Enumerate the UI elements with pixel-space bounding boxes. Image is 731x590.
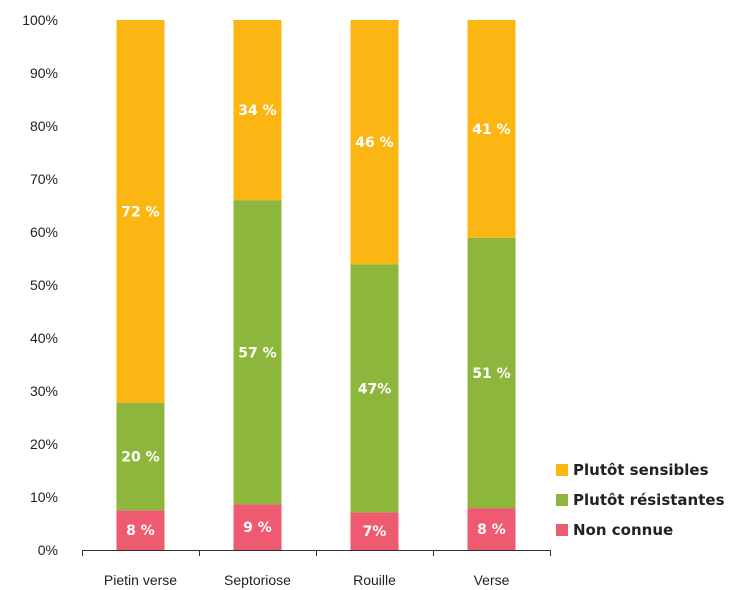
data-labels: 8 % 20 % 72 % 9 % 57 % 34 % 7% 47% 46 % 8 % 51 % 41…	[121, 103, 510, 540]
y-tick-label: 40%	[30, 330, 58, 346]
data-label: 9 %	[243, 520, 272, 536]
bar-segment	[233, 20, 282, 201]
bar-segment	[116, 20, 165, 403]
x-category-label: Pietin verse	[104, 572, 177, 588]
x-category-label: Septoriose	[224, 572, 291, 588]
y-tick-label: 20%	[30, 436, 58, 452]
data-label: 41 %	[472, 122, 510, 138]
data-label: 34 %	[238, 103, 276, 119]
y-tick-label: 60%	[30, 224, 58, 240]
y-tick-label: 50%	[30, 277, 58, 293]
legend-label: Plutôt sensibles	[573, 461, 709, 479]
data-label: 7%	[363, 524, 387, 540]
bar-segment	[116, 402, 165, 511]
legend-swatch	[556, 524, 568, 536]
y-tick-label: 90%	[30, 65, 58, 81]
data-label: 46 %	[355, 135, 393, 151]
y-tick-label: 80%	[30, 118, 58, 134]
bar-segment	[350, 20, 399, 265]
bar-segment	[116, 510, 165, 550]
data-label: 72 %	[121, 204, 159, 220]
data-label: 8 %	[477, 522, 506, 538]
y-tick-label: 100%	[22, 12, 58, 28]
x-category-label: Verse	[474, 572, 510, 588]
x-category-label: Rouille	[353, 572, 396, 588]
bar-segment	[467, 508, 516, 550]
data-label: 57 %	[238, 345, 276, 361]
legend-swatch	[556, 494, 568, 506]
y-tick-label: 10%	[30, 489, 58, 505]
bar-segment	[233, 504, 282, 550]
legend-label: Plutôt résistantes	[573, 491, 725, 509]
bar-segment	[233, 200, 282, 505]
legend-label: Non connue	[573, 521, 673, 539]
data-label: 20 %	[121, 449, 159, 465]
y-tick-label: 30%	[30, 383, 58, 399]
data-label: 47%	[358, 381, 392, 397]
legend-swatch	[556, 464, 568, 476]
bar-segment	[350, 512, 399, 550]
legend: Plutôt sensibles Plutôt résistantes Non co…	[556, 461, 725, 539]
bars	[116, 20, 516, 550]
data-label: 51 %	[472, 366, 510, 382]
axes: 0% 10% 20% 30% 40% 50% 60% 70% 80% 90% 100% Pietin …	[22, 12, 551, 588]
y-tick-label: 0%	[38, 542, 58, 558]
y-tick-label: 70%	[30, 171, 58, 187]
bar-segment	[350, 264, 399, 513]
bar-segment	[467, 20, 516, 238]
data-label: 8 %	[126, 523, 155, 539]
bar-segment	[467, 237, 516, 509]
